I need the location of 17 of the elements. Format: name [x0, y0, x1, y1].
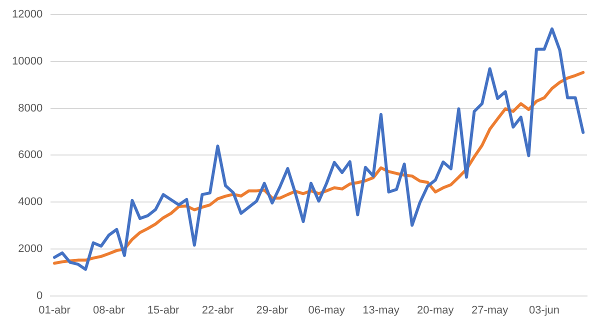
x-tick-label: 27-may: [471, 304, 509, 316]
y-tick-label: 6000: [18, 149, 43, 162]
x-tick-label: 13-may: [362, 304, 400, 316]
y-tick-label: 2000: [18, 242, 43, 255]
y-tick-label: 8000: [18, 102, 43, 114]
x-tick-label: 08-abr: [92, 304, 126, 316]
y-tick-label: 0: [36, 290, 43, 302]
y-tick-label: 4000: [18, 196, 43, 208]
x-tick-label: 03-jun: [528, 304, 560, 316]
y-tick-label: 10000: [12, 56, 43, 68]
x-tick-label: 29-abr: [256, 304, 288, 316]
x-tick-label: 20-may: [417, 304, 454, 316]
x-tick-label: 01-abr: [38, 304, 71, 316]
x-tick-label: 22-abr: [202, 304, 234, 316]
x-tick-label: 15-abr: [147, 304, 180, 316]
y-tick-label: 12000: [12, 8, 43, 21]
x-tick-label: 06-may: [308, 304, 346, 316]
